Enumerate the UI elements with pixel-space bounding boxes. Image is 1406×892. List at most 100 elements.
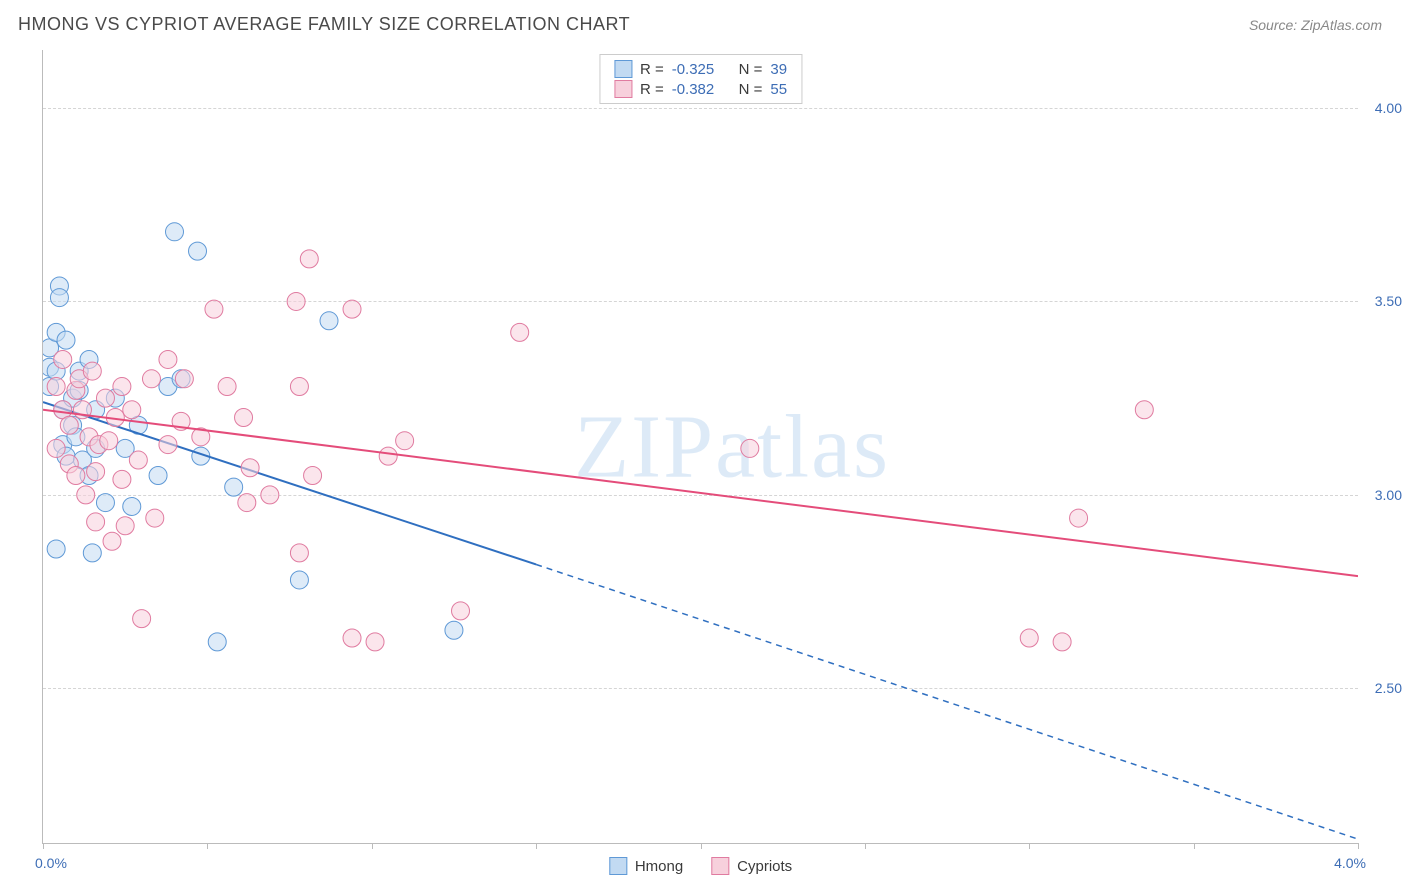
scatter-point (47, 378, 65, 396)
scatter-point (87, 463, 105, 481)
scatter-point (87, 513, 105, 531)
scatter-point (287, 292, 305, 310)
scatter-point (129, 451, 147, 469)
scatter-point (57, 331, 75, 349)
scatter-point (290, 378, 308, 396)
legend-item-cypriots: Cypriots (711, 857, 792, 875)
stats-n-hmong: 39 (770, 61, 787, 78)
scatter-point (304, 467, 322, 485)
x-tick (43, 843, 44, 849)
x-tick (1194, 843, 1195, 849)
scatter-point (290, 571, 308, 589)
scatter-point (149, 467, 167, 485)
legend-item-hmong: Hmong (609, 857, 683, 875)
stats-box: R = -0.325 N = 39 R = -0.382 N = 55 (599, 54, 802, 104)
stats-r-label: R = (640, 61, 664, 78)
bottom-legend: Hmong Cypriots (609, 857, 792, 875)
scatter-point (116, 517, 134, 535)
legend-label-hmong: Hmong (635, 858, 683, 875)
source-attribution: Source: ZipAtlas.com (1249, 17, 1382, 33)
scatter-point (343, 629, 361, 647)
scatter-point (320, 312, 338, 330)
scatter-point (146, 509, 164, 527)
swatch-hmong-icon (614, 60, 632, 78)
x-axis-max-label: 4.0% (1334, 855, 1366, 871)
scatter-point (189, 242, 207, 260)
scatter-point (1070, 509, 1088, 527)
scatter-point (208, 633, 226, 651)
y-tick-label: 3.00 (1362, 487, 1402, 503)
x-tick (372, 843, 373, 849)
y-tick-label: 4.00 (1362, 100, 1402, 116)
scatter-point (50, 289, 68, 307)
x-axis-min-label: 0.0% (35, 855, 67, 871)
plot-svg (43, 50, 1358, 843)
scatter-point (159, 350, 177, 368)
scatter-point (1053, 633, 1071, 651)
scatter-point (113, 378, 131, 396)
stats-r-hmong: -0.325 (672, 61, 715, 78)
source-prefix: Source: (1249, 17, 1301, 33)
scatter-point (1135, 401, 1153, 419)
swatch-cypriots-icon (614, 80, 632, 98)
scatter-point (113, 470, 131, 488)
stats-r-label: R = (640, 81, 664, 98)
stats-n-cypriots: 55 (770, 81, 787, 98)
title-bar: HMONG VS CYPRIOT AVERAGE FAMILY SIZE COR… (0, 0, 1406, 41)
scatter-point (96, 494, 114, 512)
scatter-point (83, 544, 101, 562)
scatter-point (300, 250, 318, 268)
x-tick (1358, 843, 1359, 849)
plot-wrap: Average Family Size ZIPatlas R = -0.325 … (42, 50, 1358, 844)
scatter-point (241, 459, 259, 477)
y-tick-label: 3.50 (1362, 293, 1402, 309)
scatter-point (175, 370, 193, 388)
scatter-point (123, 497, 141, 515)
swatch-cypriots-icon (711, 857, 729, 875)
scatter-point (379, 447, 397, 465)
scatter-point (77, 486, 95, 504)
scatter-point (396, 432, 414, 450)
scatter-point (47, 540, 65, 558)
scatter-point (142, 370, 160, 388)
scatter-point (225, 478, 243, 496)
scatter-point (60, 416, 78, 434)
scatter-point (96, 389, 114, 407)
scatter-point (218, 378, 236, 396)
scatter-point (741, 439, 759, 457)
scatter-point (1020, 629, 1038, 647)
plot-area: ZIPatlas R = -0.325 N = 39 R = -0.382 N … (42, 50, 1358, 844)
x-tick (207, 843, 208, 849)
chart-title: HMONG VS CYPRIOT AVERAGE FAMILY SIZE COR… (18, 14, 630, 35)
scatter-point (511, 323, 529, 341)
y-tick-label: 2.50 (1362, 680, 1402, 696)
stats-n-label: N = (739, 81, 763, 98)
stats-row-cypriots: R = -0.382 N = 55 (614, 79, 787, 99)
scatter-point (205, 300, 223, 318)
x-tick (536, 843, 537, 849)
scatter-point (452, 602, 470, 620)
scatter-point (238, 494, 256, 512)
scatter-point (159, 436, 177, 454)
scatter-point (366, 633, 384, 651)
x-tick (865, 843, 866, 849)
scatter-point (166, 223, 184, 241)
scatter-point (261, 486, 279, 504)
scatter-point (343, 300, 361, 318)
scatter-point (445, 621, 463, 639)
stats-row-hmong: R = -0.325 N = 39 (614, 59, 787, 79)
x-tick (701, 843, 702, 849)
scatter-point (83, 362, 101, 380)
scatter-point (123, 401, 141, 419)
stats-n-label: N = (739, 61, 763, 78)
legend-label-cypriots: Cypriots (737, 858, 792, 875)
stats-r-cypriots: -0.382 (672, 81, 715, 98)
scatter-point (54, 350, 72, 368)
scatter-point (103, 532, 121, 550)
source-name: ZipAtlas.com (1301, 17, 1382, 33)
scatter-point (290, 544, 308, 562)
swatch-hmong-icon (609, 857, 627, 875)
scatter-point (235, 408, 253, 426)
x-tick (1029, 843, 1030, 849)
scatter-point (47, 439, 65, 457)
